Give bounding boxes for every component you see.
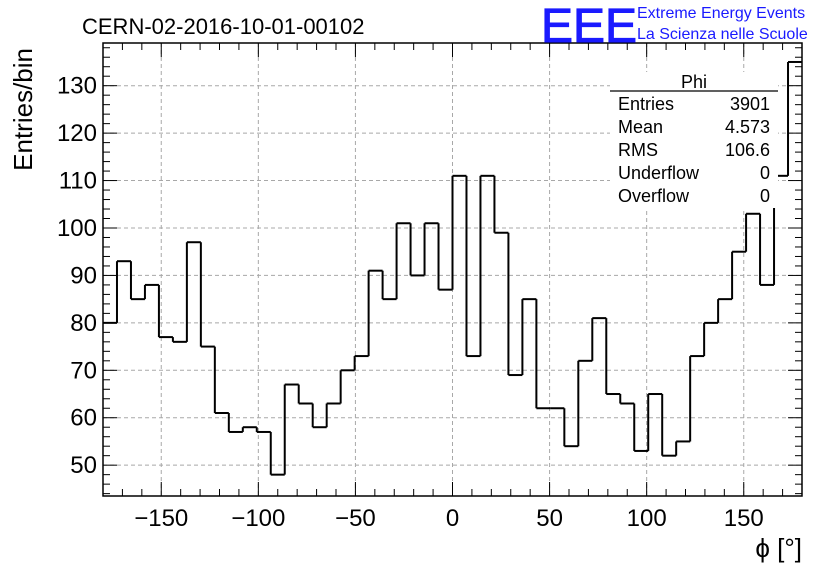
y-tick-label: 110 [59, 168, 97, 195]
y-tick-label: 70 [70, 357, 97, 384]
axis-ticks [102, 43, 803, 496]
eee-logo: EEE Extreme Energy Events La Scienza nel… [541, 0, 808, 54]
stats-entries-value: 3901 [730, 94, 770, 114]
y-tick-label: 130 [57, 73, 97, 100]
eee-logo-line1: Extreme Energy Events [637, 5, 805, 22]
stats-overflow-value: 0 [760, 186, 770, 206]
y-tick-label: 90 [70, 262, 97, 289]
eee-logo-line2: La Scienza nelle Scuole [637, 26, 808, 43]
x-tick-label: −100 [231, 505, 285, 532]
y-tick-label: 60 [70, 405, 97, 432]
y-tick-label: 80 [70, 310, 97, 337]
stats-entries-label: Entries [618, 94, 674, 114]
eee-logo-mark: EEE [541, 0, 637, 53]
x-tick-label: −150 [134, 505, 188, 532]
stats-mean-value: 4.573 [725, 117, 770, 137]
x-tick-label: −50 [335, 505, 376, 532]
y-axis-label: Entries/bin [8, 48, 38, 171]
y-tick-label: 120 [57, 120, 97, 147]
y-tick-label: 50 [70, 452, 97, 479]
x-tick-label: 50 [536, 505, 563, 532]
stats-underflow-value: 0 [760, 163, 770, 183]
stats-underflow-label: Underflow [618, 163, 700, 183]
stats-overflow-label: Overflow [618, 186, 690, 206]
stats-box-title: Phi [681, 72, 707, 92]
x-axis-label: ϕ [°] [755, 533, 802, 563]
stats-box: Phi Entries 3901 Mean 4.573 RMS 106.6 Un… [610, 72, 778, 208]
stats-mean-label: Mean [618, 117, 663, 137]
tick-labels: −150 −100 −50 0 50 100 150 50 60 70 80 90 100 110 120 1… [57, 73, 764, 532]
x-tick-label: 100 [627, 505, 667, 532]
x-tick-label: 150 [724, 505, 764, 532]
stats-rms-label: RMS [618, 140, 658, 160]
y-tick-label: 100 [57, 215, 97, 242]
stats-box-background [610, 72, 778, 208]
x-tick-label: 0 [446, 505, 459, 532]
histogram-bars [103, 60, 802, 476]
chart-title: CERN-02-2016-10-01-00102 [82, 14, 365, 39]
stats-rms-value: 106.6 [725, 140, 770, 160]
